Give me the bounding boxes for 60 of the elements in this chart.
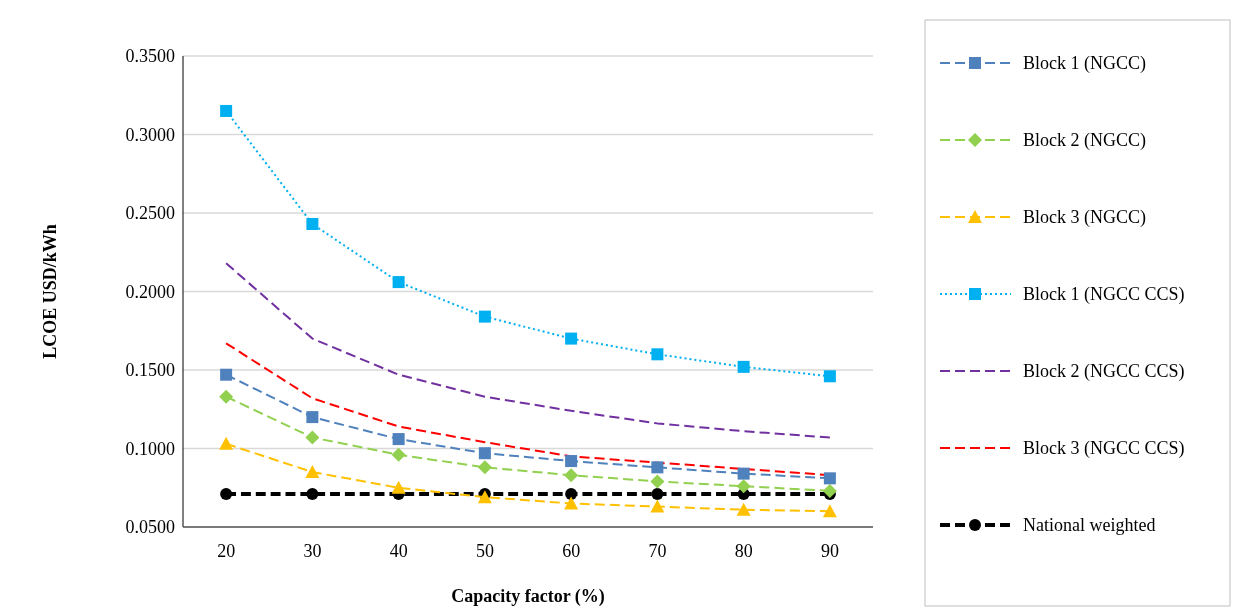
- line-series: [225, 262, 831, 439]
- point: [822, 483, 837, 498]
- point: [823, 370, 836, 383]
- point: [392, 433, 405, 446]
- point: [306, 411, 319, 424]
- point: [219, 389, 234, 404]
- point: [737, 360, 750, 373]
- point: [565, 455, 578, 468]
- y-tick-label: 0.0500: [125, 517, 175, 538]
- x-tick-label: 60: [562, 541, 581, 561]
- point: [564, 496, 579, 510]
- point: [564, 468, 579, 483]
- point: [306, 488, 319, 501]
- point: [737, 467, 750, 480]
- point: [650, 474, 665, 489]
- y-tick-label: 0.1000: [125, 438, 175, 459]
- y-tick-label: 0.3500: [125, 46, 175, 67]
- point: [650, 499, 665, 513]
- point: [392, 276, 405, 289]
- x-tick-label: 50: [475, 541, 494, 561]
- point: [478, 310, 491, 323]
- x-tick-label: 30: [303, 541, 322, 561]
- point: [736, 502, 751, 516]
- x-tick-label: 90: [820, 541, 839, 561]
- point: [220, 368, 233, 381]
- legend-label: Block 2 (NGCC CCS): [1023, 361, 1185, 383]
- x-tick-label: 20: [217, 541, 236, 561]
- x-tick-label: 40: [389, 541, 408, 561]
- x-tick-label: 70: [648, 541, 667, 561]
- point: [477, 460, 492, 475]
- point: [823, 472, 836, 485]
- y-tick-label: 0.2000: [125, 281, 175, 302]
- point: [391, 447, 406, 462]
- legend-label: Block 3 (NGCC): [1023, 207, 1146, 229]
- point: [651, 488, 664, 501]
- y-tick-label: 0.1500: [125, 360, 175, 381]
- point: [220, 104, 233, 117]
- point: [736, 479, 751, 494]
- legend-label: Block 1 (NGCC): [1023, 53, 1146, 75]
- point: [391, 480, 406, 494]
- point: [822, 504, 837, 518]
- point: [219, 436, 234, 450]
- legend-label: Block 3 (NGCC CCS): [1023, 438, 1185, 460]
- point: [565, 488, 578, 501]
- point: [305, 465, 320, 479]
- legend-label: Block 1 (NGCC CCS): [1023, 284, 1185, 306]
- point: [651, 348, 664, 361]
- point: [651, 461, 664, 474]
- x-tick-label: 80: [734, 541, 753, 561]
- point: [305, 430, 320, 445]
- point: [565, 332, 578, 345]
- point: [478, 447, 491, 460]
- x-axis-title: Capacity factor (%): [451, 586, 605, 607]
- y-axis-title: LCOE USD/kWh: [40, 224, 60, 359]
- point: [220, 488, 233, 501]
- point: [306, 217, 319, 230]
- y-tick-label: 0.2500: [125, 203, 175, 224]
- y-tick-label: 0.3000: [125, 124, 175, 145]
- legend-label: National weighted: [1023, 515, 1156, 536]
- legend-label: Block 2 (NGCC): [1023, 130, 1146, 152]
